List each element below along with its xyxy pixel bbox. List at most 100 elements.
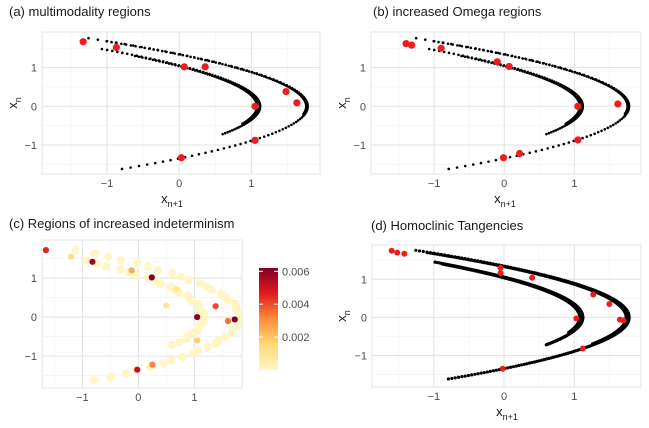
highlight-point [251,136,259,144]
highlight-point [516,149,524,158]
y-tick-label: 0 [360,101,366,113]
attractor-point [230,65,234,68]
highlight-point [293,99,301,107]
attractor-point [210,150,214,153]
attractor-point [589,133,593,137]
attractor-point [525,71,529,75]
y-tick-label: 1 [31,273,37,285]
attractor-point [260,74,264,77]
attractor-point [239,142,242,146]
attractor-point [120,42,123,46]
highlight-point [497,264,504,271]
attractor-point [508,155,512,159]
highlight-point [112,43,120,52]
attractor-point [596,130,600,134]
attractor-point [71,245,80,255]
attractor-point [440,253,445,257]
attractor-point [274,130,278,134]
attractor-point [435,252,440,256]
attractor-point [589,76,593,80]
attractor-point [223,131,227,135]
attractor-point [427,47,431,51]
attractor-point [502,64,505,68]
attractor-point [530,360,534,365]
indeterminism-point [128,267,135,274]
attractor-point [585,135,589,138]
attractor-point [480,59,484,62]
indeterminism-point [194,314,201,321]
attractor-point [554,65,557,68]
y-tick-label: −1 [353,140,366,152]
x-tick-label: 0 [501,391,507,403]
colorbar-tick-label: 0.004 [282,299,310,311]
highlight-point [574,136,582,144]
indeterminism-point [194,337,201,344]
attractor-point [518,69,522,72]
attractor-point [164,61,168,65]
attractor-point [455,166,459,169]
attractor-point [525,362,529,366]
attractor-point [168,269,177,278]
attractor-point [156,48,160,52]
attractor-point [153,161,157,165]
attractor-point [188,67,192,71]
attractor-point [421,249,425,254]
attractor-point [177,64,180,68]
y-axis-label-subscript: n [342,310,352,315]
attractor-point [482,370,486,375]
attractor-point [235,127,238,130]
attractor-point [528,72,531,75]
attractor-point [201,71,205,75]
attractor-point [498,52,502,55]
attractor-point [105,48,109,52]
attractor-point [460,375,464,379]
attractor-point [581,136,584,140]
y-tick-label: 0 [31,312,37,324]
attractor-point [178,352,187,362]
attractor-point [154,59,158,62]
x-axis-label: xn+1 [494,191,516,209]
attractor-point [606,126,610,130]
attractor-point [116,50,119,54]
attractor-point [230,129,234,132]
attractor-point [171,63,174,66]
attractor-point [442,41,445,45]
y-axis-label: xn [334,310,352,322]
attractor-point [540,148,544,152]
attractor-point [145,163,149,166]
attractor-point [294,120,298,124]
attractor-point [562,142,566,146]
attractor-point [423,38,427,41]
panel-title: (c) Regions of increased indeterminism [9,216,234,231]
attractor-point [450,255,454,259]
highlight-point [79,38,87,46]
attractor-point [451,43,455,46]
attractor-point [466,373,471,378]
y-tick-label: −1 [24,140,37,152]
attractor-point [217,76,221,80]
attractor-point [494,51,498,55]
attractor-point [506,366,510,370]
attractor-point [447,51,451,55]
plot-area [41,31,321,175]
attractor-point [173,52,177,55]
attractor-point [479,371,483,375]
attractor-point [131,44,135,47]
highlight-point [282,87,290,96]
y-axis-label-subscript: n [13,97,23,102]
attractor-point [502,53,506,56]
attractor-point [494,368,498,372]
attractor-point [446,42,450,46]
attractor-point [531,59,535,63]
attractor-point [122,369,131,378]
y-tick-label: −1 [24,351,37,363]
attractor-point [298,117,302,121]
colorbar-tick-label: 0.006 [282,266,310,278]
highlight-point [180,63,188,71]
attractor-point [580,73,584,77]
attractor-point [167,62,171,65]
attractor-point [143,262,153,272]
attractor-point [583,74,586,77]
attractor-point [138,45,142,49]
attractor-point [585,75,589,78]
